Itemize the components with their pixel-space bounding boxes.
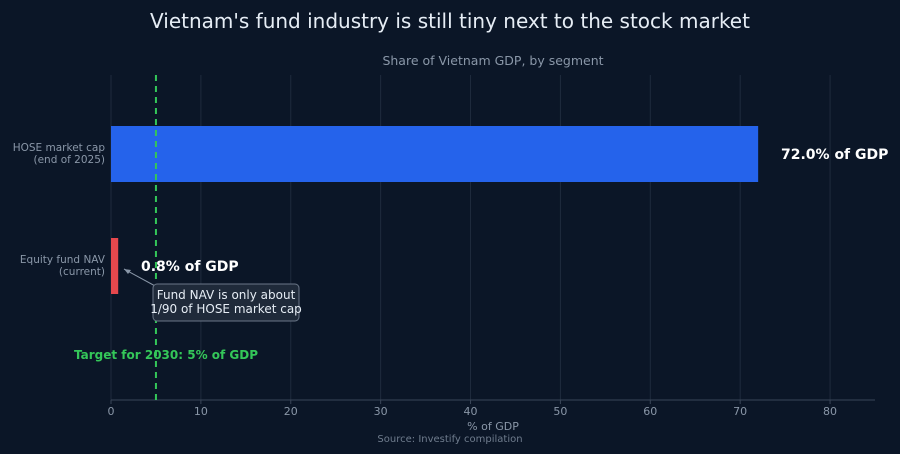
chart-subtitle: Share of Vietnam GDP, by segment [382, 53, 603, 68]
data-label: 72.0% of GDP [781, 147, 888, 163]
x-tick-label: 20 [284, 405, 298, 418]
y-tick-label: HOSE market cap [13, 142, 106, 154]
x-tick-label: 0 [108, 405, 115, 418]
bar-0 [111, 126, 759, 182]
y-tick-label: (end of 2025) [34, 154, 106, 166]
source-note: Source: Investify compilation [377, 434, 522, 445]
x-tick-label: 80 [823, 405, 837, 418]
y-tick-label: (current) [59, 266, 105, 278]
annotation-box [152, 283, 300, 322]
chart-title: Vietnam's fund industry is still tiny ne… [150, 9, 750, 33]
data-label: 0.8% of GDP [141, 259, 239, 275]
x-tick-label: 70 [733, 405, 747, 418]
x-tick-label: 50 [553, 405, 567, 418]
x-tick-label: 30 [374, 405, 388, 418]
x-axis-label: % of GDP [467, 420, 519, 433]
y-tick-label: Equity fund NAV [20, 254, 106, 266]
annotation-arrowhead [124, 269, 131, 274]
x-tick-label: 40 [464, 405, 478, 418]
bar-1 [111, 238, 119, 294]
x-tick-label: 60 [643, 405, 657, 418]
x-tick-label: 10 [194, 405, 208, 418]
target-reference-label: Target for 2030: 5% of GDP [74, 348, 258, 362]
annotation-text: Fund NAV is only about [157, 288, 296, 302]
annotation-text: 1/90 of HOSE market cap [150, 302, 302, 316]
